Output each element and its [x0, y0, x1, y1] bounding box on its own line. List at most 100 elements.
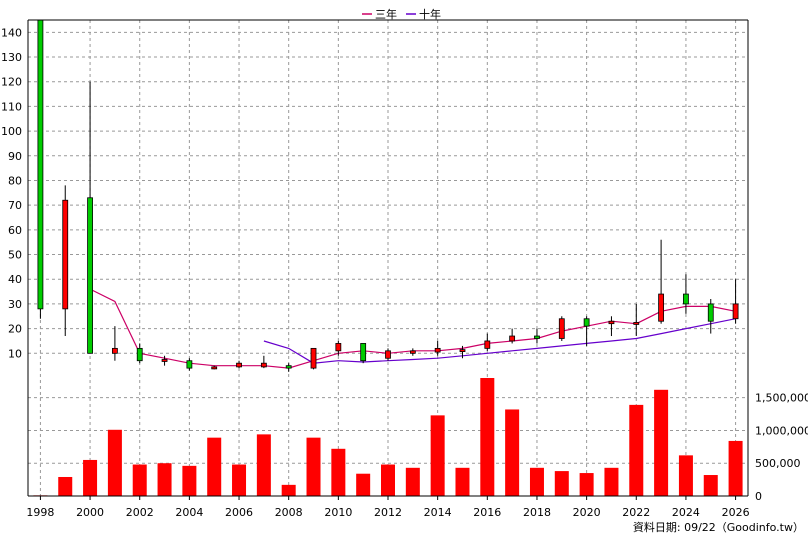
legend-label: 十年	[419, 7, 441, 21]
volume-bar	[182, 465, 197, 496]
price-tick-label: 140	[1, 26, 22, 39]
candle-body	[658, 293, 665, 322]
candle-body	[161, 359, 168, 362]
volume-bar	[455, 467, 470, 496]
volume-bar	[629, 404, 644, 496]
candle-body	[385, 350, 391, 359]
volume-bar	[604, 467, 619, 496]
volume-bar	[529, 467, 544, 496]
volume-tick-label: 500,000	[755, 457, 801, 470]
price-tick-label: 130	[1, 51, 22, 64]
candle-body	[558, 318, 565, 339]
price-tick-label: 120	[1, 76, 22, 89]
volume-bar	[430, 415, 445, 496]
volume-bar	[728, 440, 743, 496]
candle-body	[707, 303, 714, 322]
x-tick-label: 2026	[722, 506, 750, 519]
x-tick-label: 2006	[225, 506, 253, 519]
price-tick-label: 10	[8, 347, 22, 360]
volume-bar	[480, 378, 495, 496]
price-tick-label: 110	[1, 100, 22, 113]
x-tick-label: 2012	[374, 506, 402, 519]
candle-body	[608, 320, 615, 325]
volume-bar	[579, 473, 594, 496]
volume-bar	[232, 464, 247, 496]
volume-bar	[281, 484, 296, 496]
volume-bar	[331, 448, 346, 496]
grid-layer	[28, 20, 748, 496]
volume-bar	[58, 476, 73, 496]
price-tick-label: 100	[1, 125, 22, 138]
candle-body	[236, 362, 242, 368]
volume-bar	[256, 434, 271, 496]
price-tick-label: 60	[8, 224, 22, 237]
x-tick-label: 1998	[26, 506, 54, 519]
volume-bar	[381, 464, 395, 496]
price-tick-label: 80	[8, 174, 22, 187]
x-tick-label: 2004	[175, 506, 203, 519]
candle-body	[260, 362, 267, 368]
candle-body	[732, 303, 739, 320]
volume-bar	[554, 471, 569, 496]
volume-bar	[654, 389, 669, 496]
volume-bar	[83, 459, 98, 496]
price-tick-label: 50	[8, 249, 22, 262]
x-tick-label: 2010	[324, 506, 352, 519]
volume-tick-label: 1,000,000	[755, 424, 808, 437]
volume-bar	[505, 409, 520, 496]
candle-body	[409, 350, 416, 354]
x-tick-label: 2008	[275, 506, 303, 519]
candle-body	[285, 365, 292, 369]
candle-body	[509, 335, 516, 342]
volume-tick-label: 0	[755, 490, 762, 503]
candle-body	[111, 347, 118, 354]
x-tick-label: 2018	[523, 506, 551, 519]
candle-body	[434, 347, 441, 353]
volume-bar	[405, 467, 420, 496]
price-tick-label: 20	[8, 323, 22, 336]
x-tick-label: 2016	[473, 506, 501, 519]
candle-body	[534, 335, 540, 339]
candle-body	[683, 293, 689, 305]
candle-body	[583, 318, 590, 327]
volume-bar	[356, 473, 371, 496]
candle-body	[310, 347, 317, 369]
x-tick-label: 2000	[76, 506, 104, 519]
volume-bar	[703, 475, 718, 496]
x-tick-label: 2002	[126, 506, 154, 519]
price-tick-label: 30	[8, 298, 22, 311]
axes-layer: 10 20 30 40 50 60 70 80 90 100 110 120 130 140 0 500,00…	[1, 19, 808, 519]
candle-body	[37, 19, 44, 310]
candle-body	[136, 347, 143, 362]
candle-body	[211, 366, 218, 370]
ma-line	[263, 318, 736, 364]
price-tick-label: 40	[8, 273, 22, 286]
candle-body	[62, 199, 69, 310]
x-tick-label: 2022	[622, 506, 650, 519]
volume-bar	[678, 455, 693, 496]
source-note: 資料日期: 09/22（Goodinfo.tw）	[633, 520, 804, 534]
x-tick-label: 2024	[672, 506, 700, 519]
legend: 三年 十年	[362, 7, 441, 21]
legend-label: 三年	[375, 7, 397, 21]
price-tick-label: 90	[8, 150, 22, 163]
volume-bar	[132, 464, 147, 496]
candle-body	[186, 360, 193, 369]
volume-bar	[207, 437, 222, 496]
marks-layer	[33, 19, 743, 496]
price-tick-label: 70	[8, 199, 22, 212]
x-tick-label: 2014	[424, 506, 452, 519]
candle-body	[484, 340, 491, 349]
candle-body	[459, 349, 466, 353]
candle-body	[633, 322, 640, 325]
candle-body	[335, 343, 342, 352]
volume-bar	[306, 437, 321, 496]
candle-body	[360, 343, 367, 362]
volume-tick-label: 1,500,000	[755, 392, 808, 405]
candle-body	[87, 197, 93, 354]
volume-bar	[107, 429, 122, 496]
x-tick-label: 2020	[573, 506, 601, 519]
volume-bar	[157, 463, 172, 496]
